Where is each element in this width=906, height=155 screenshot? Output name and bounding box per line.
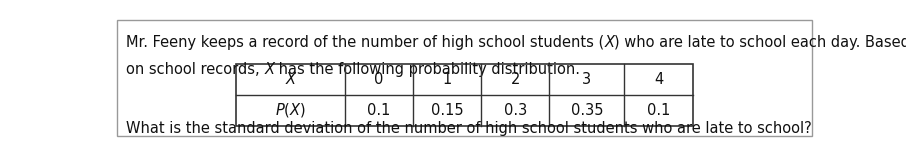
Text: 0.1: 0.1 [647, 103, 670, 118]
Text: 2: 2 [511, 72, 520, 87]
Text: 0.15: 0.15 [431, 103, 464, 118]
Text: 4: 4 [654, 72, 663, 87]
Text: has the following probability distribution.: has the following probability distributi… [275, 62, 580, 77]
Text: Mr. Feeny keeps a record of the number of high school students (: Mr. Feeny keeps a record of the number o… [126, 35, 604, 50]
Text: 3: 3 [583, 72, 592, 87]
Text: 0: 0 [374, 72, 384, 87]
Bar [236, 64, 692, 126]
Text: on school records,: on school records, [126, 62, 265, 77]
Text: 0.1: 0.1 [368, 103, 390, 118]
Text: 0.35: 0.35 [571, 103, 603, 118]
Text: 0.3: 0.3 [504, 103, 527, 118]
Text: X: X [285, 72, 295, 87]
Text: ) who are late to school each day. Based: ) who are late to school each day. Based [614, 35, 906, 50]
Text: $P(X)$: $P(X)$ [275, 102, 306, 120]
Text: 1: 1 [443, 72, 452, 87]
Text: X: X [265, 62, 275, 77]
Text: What is the standard deviation of the number of high school students who are lat: What is the standard deviation of the nu… [126, 121, 812, 136]
Text: X: X [604, 35, 614, 50]
